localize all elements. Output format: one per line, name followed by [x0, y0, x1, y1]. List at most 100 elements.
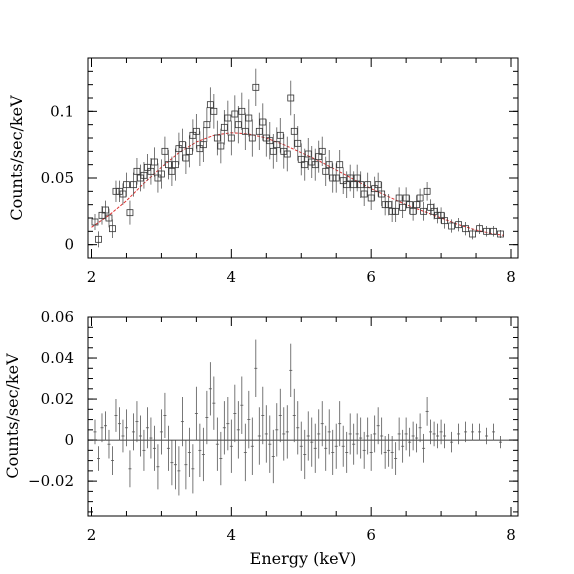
residual-point: [222, 401, 226, 455]
spectrum-point: [329, 163, 337, 193]
spectrum-point: [381, 194, 389, 216]
spectrum-point: [434, 207, 441, 224]
data-marker: [441, 217, 448, 225]
residual-point: [415, 423, 419, 453]
spectrum-point: [392, 200, 400, 222]
data-marker: [395, 194, 403, 202]
data-marker: [336, 161, 344, 169]
spectrum-point: [462, 222, 469, 236]
spectrum-point: [364, 172, 372, 197]
data-marker: [126, 209, 134, 217]
residual-point: [485, 427, 489, 445]
data-marker: [273, 141, 281, 149]
x-tick-label: 4: [227, 526, 237, 544]
spectrum-point: [210, 94, 218, 129]
spectrum-point: [325, 150, 333, 180]
data-marker: [245, 114, 253, 122]
residual-point: [366, 417, 370, 455]
data-marker: [210, 107, 218, 115]
data-marker: [399, 203, 407, 211]
x-tick-label: 2: [87, 526, 97, 544]
data-marker: [462, 225, 469, 233]
data-marker: [192, 127, 200, 135]
residual-point: [292, 388, 296, 443]
spectrum-tick-labels: 2 4 6 8 0 0.05 0.1: [41, 102, 516, 286]
spectrum-point: [119, 183, 127, 205]
data-marker: [133, 167, 141, 175]
spectrum-point: [105, 208, 113, 228]
data-marker: [248, 134, 256, 142]
data-marker: [353, 174, 361, 182]
data-marker: [123, 181, 130, 189]
residual-point: [383, 435, 387, 469]
spectrum-point: [238, 92, 246, 130]
residual-point: [114, 399, 118, 432]
residual-point: [425, 397, 429, 426]
spectrum-point: [353, 164, 361, 192]
spectrum-point: [213, 120, 221, 156]
spectrum-point: [189, 119, 197, 152]
data-marker: [241, 127, 249, 135]
spectrum-point: [416, 188, 424, 208]
data-marker: [490, 227, 497, 235]
spectrum-point: [252, 68, 260, 106]
data-marker: [147, 167, 155, 175]
x-tick-label: 4: [227, 268, 237, 286]
data-marker: [158, 170, 165, 178]
data-marker: [332, 174, 340, 182]
residual-point: [170, 440, 174, 486]
residual-point: [471, 423, 475, 441]
data-marker: [329, 174, 337, 182]
residual-point: [341, 425, 345, 467]
residual-point: [261, 386, 265, 445]
y-tick-label: 0.1: [50, 102, 74, 120]
spectrum-point: [374, 172, 382, 197]
residual-point: [345, 431, 349, 473]
spectrum-point: [497, 230, 504, 238]
spectrum-point: [102, 200, 109, 220]
residual-point: [96, 446, 100, 471]
spectrum-point: [276, 118, 284, 153]
data-marker: [297, 155, 305, 163]
y-tick-label: 0.06: [41, 308, 74, 326]
residual-point: [334, 423, 338, 469]
spectrum-y-axis-label: Counts/sec/keV: [7, 95, 26, 221]
residual-point: [271, 429, 275, 484]
residual-point: [327, 409, 331, 455]
residual-point: [429, 419, 433, 445]
residual-point: [320, 401, 324, 447]
y-tick-label: 0: [64, 236, 74, 254]
data-marker: [304, 150, 312, 158]
residual-point: [394, 442, 398, 475]
data-marker: [476, 225, 483, 233]
residual-point: [205, 390, 209, 445]
residual-point: [331, 429, 335, 475]
spectrum-point: [144, 154, 151, 181]
spectrum-point: [350, 171, 358, 198]
spectrum-point: [357, 171, 365, 198]
residual-point: [201, 427, 205, 482]
data-marker: [434, 211, 441, 219]
residual-point: [376, 407, 380, 445]
residual-point: [208, 362, 212, 416]
spectrum-point: [360, 182, 368, 206]
residual-point: [422, 433, 426, 463]
residual-point: [299, 421, 303, 471]
residuals-plot-frame: [87, 316, 519, 517]
data-marker: [196, 145, 204, 153]
spectrum-axis-ticks: [88, 57, 518, 259]
spectrum-point: [185, 135, 193, 168]
residual-point: [219, 431, 223, 486]
data-marker: [231, 110, 239, 118]
spectrum-point: [311, 148, 319, 181]
residuals-tick-labels: 2 4 6 8 −0.02 0 0.02 0.04 0.06: [28, 308, 516, 544]
spectrum-point: [95, 231, 102, 248]
residual-point: [285, 405, 289, 459]
spectrum-point: [427, 199, 435, 216]
residual-point: [156, 444, 160, 490]
spectrum-point: [171, 148, 179, 181]
data-marker: [168, 167, 176, 175]
data-marker: [367, 194, 375, 202]
y-tick-label: 0.02: [41, 390, 74, 408]
data-marker: [182, 154, 190, 162]
